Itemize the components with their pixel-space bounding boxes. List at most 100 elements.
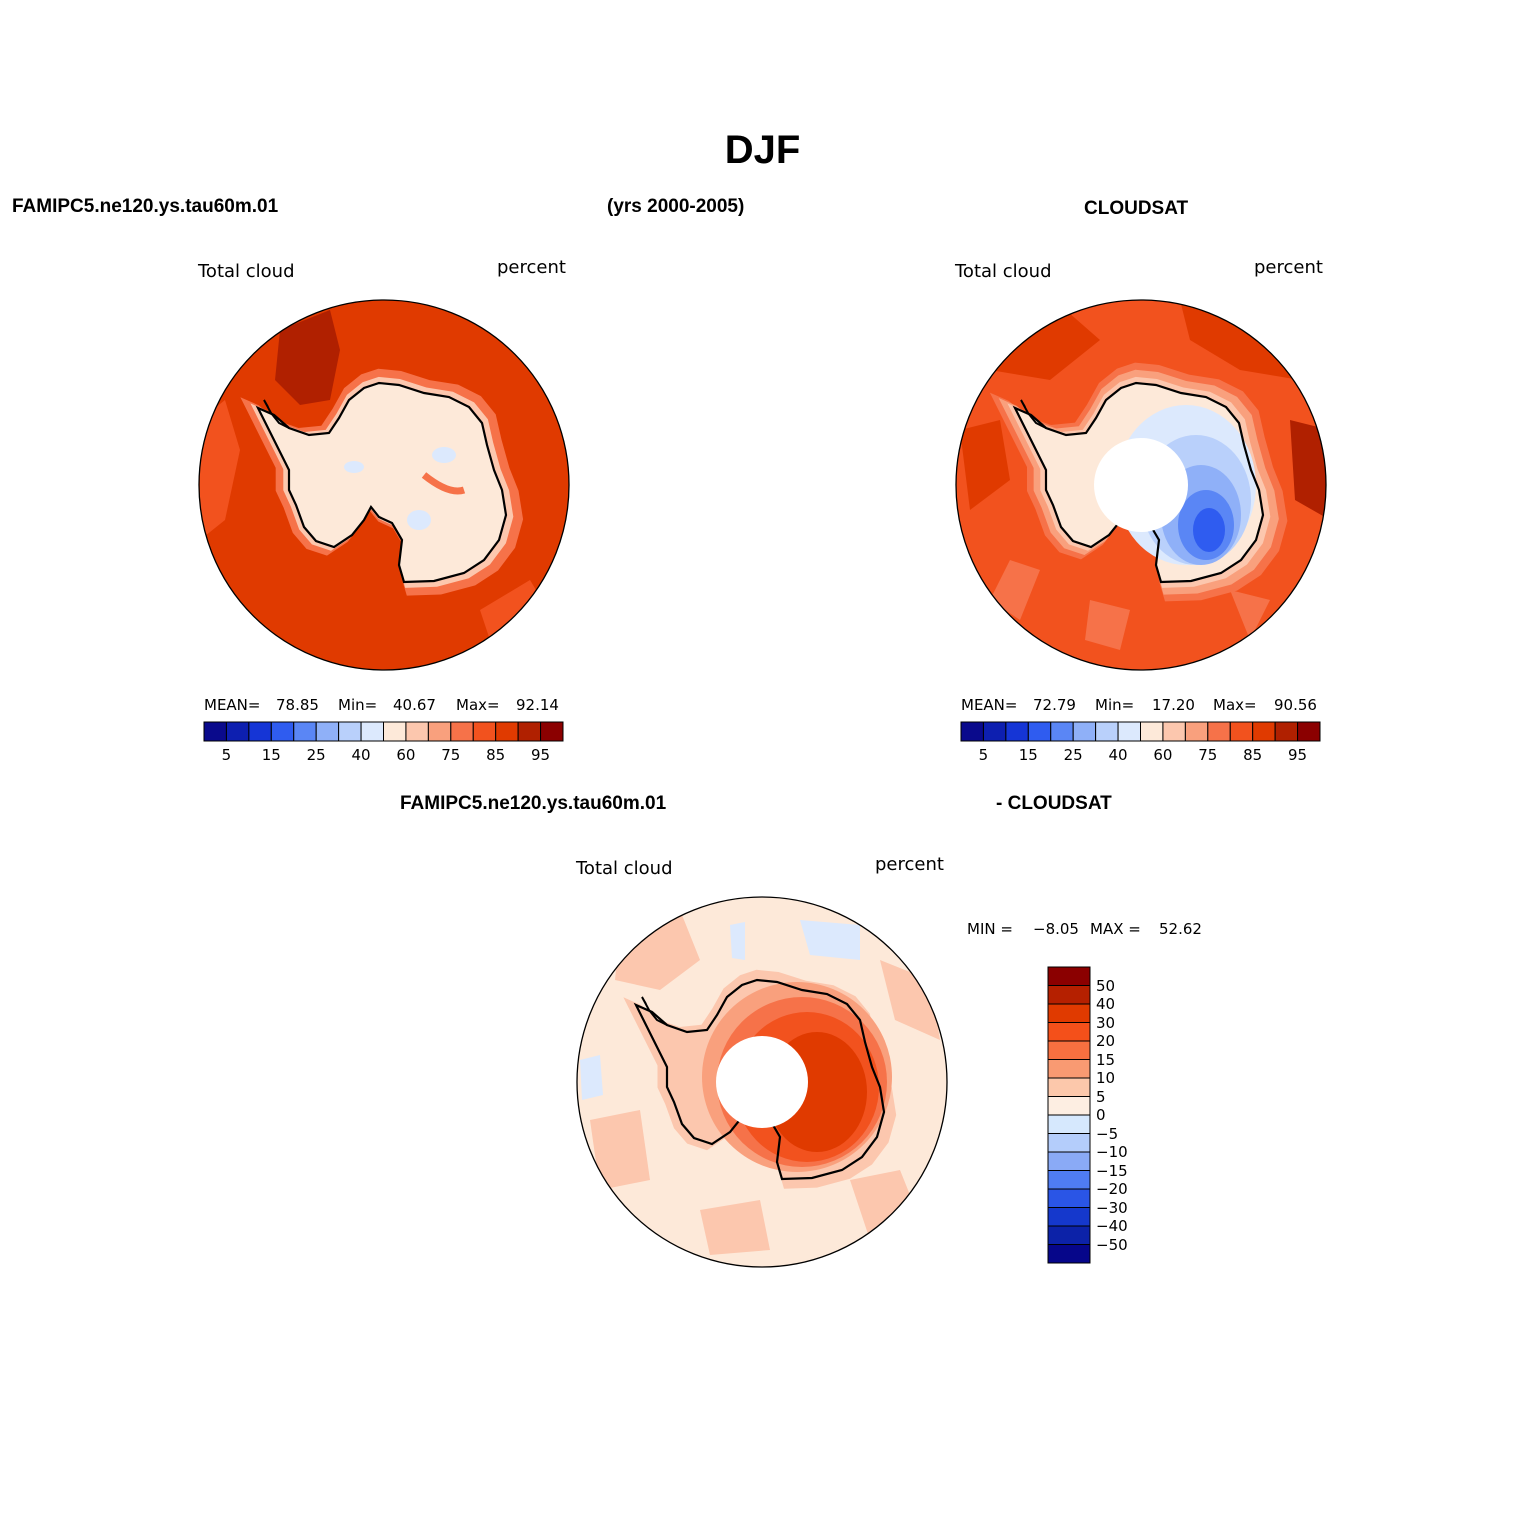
colorbar3-swatch <box>1047 1151 1091 1171</box>
panel1-max-label: Max= <box>456 696 500 714</box>
panel2-mean-label: MEAN= <box>961 696 1018 714</box>
colorbar2-swatch <box>1207 721 1231 742</box>
map-panel-model <box>198 299 570 671</box>
colorbar3-swatch <box>1047 985 1091 1005</box>
colorbar2-swatch <box>1117 721 1141 742</box>
colorbar1-tick-label: 75 <box>441 746 461 764</box>
colorbar2-tick-label: 25 <box>1063 746 1083 764</box>
colorbar2-tick-label: 5 <box>978 746 989 764</box>
colorbar3-tick-label: 5 <box>1096 1087 1106 1106</box>
colorbar3-tick-label: −5 <box>1096 1124 1119 1143</box>
model-name-label: FAMIPC5.ne120.ys.tau60m.01 <box>12 196 279 217</box>
colorbar1-swatch <box>405 721 429 742</box>
colorbar1-swatch <box>338 721 362 742</box>
colorbar3-swatch <box>1047 1059 1091 1079</box>
colorbar2-swatch <box>1072 721 1097 742</box>
colorbar2-tick-label: 60 <box>1153 746 1173 764</box>
years-label: (yrs 2000-2005) <box>607 196 745 217</box>
colorbar3-tick-label: −40 <box>1096 1217 1128 1235</box>
panel1-min-value: 40.67 <box>393 696 436 714</box>
colorbar3-swatch <box>1047 1022 1091 1042</box>
colorbar3-tick-label: 15 <box>1096 1050 1116 1069</box>
colorbar2-swatch <box>1050 721 1074 742</box>
colorbar2-swatch <box>1162 721 1186 742</box>
colorbar1-swatch <box>517 721 542 742</box>
colorbar1-tick-label: 15 <box>261 746 281 764</box>
panel2-min-value: 17.20 <box>1152 696 1195 714</box>
panel2-units: percent <box>1254 257 1323 278</box>
colorbar-difference <box>1047 966 1091 1264</box>
colorbar2-tick-label: 85 <box>1243 746 1263 764</box>
colorbar2-tick-label: 40 <box>1108 746 1128 764</box>
colorbar1-swatch <box>315 721 340 742</box>
colorbar1-tick-label: 60 <box>396 746 416 764</box>
colorbar1-tick-label: 95 <box>531 746 551 764</box>
panel2-max-label: Max= <box>1213 696 1257 714</box>
colorbar3-tick-label: 30 <box>1096 1013 1116 1032</box>
panel1-mean-value: 78.85 <box>276 696 319 714</box>
colorbar2-tick-label: 75 <box>1198 746 1218 764</box>
colorbar1-swatch <box>225 721 250 742</box>
panel2-min-label: Min= <box>1095 696 1135 714</box>
colorbar3-tick-label: −15 <box>1096 1161 1128 1180</box>
colorbar3-tick-label: 20 <box>1096 1032 1116 1050</box>
colorbar1-swatch <box>472 721 497 742</box>
colorbar3-tick-label: −50 <box>1096 1235 1128 1254</box>
panel3-variable: Total cloud <box>576 858 673 879</box>
colorbar3-swatch <box>1047 1207 1091 1227</box>
panel3-min-label: MIN = <box>967 920 1013 938</box>
colorbar-model <box>203 721 564 742</box>
colorbar1-tick-label: 85 <box>486 746 506 764</box>
colorbar3-swatch <box>1047 1077 1091 1097</box>
colorbar3-swatch <box>1047 1188 1091 1208</box>
panel2-variable: Total cloud <box>955 261 1052 282</box>
colorbar3-tick-label: −30 <box>1096 1198 1128 1217</box>
colorbar3-swatch <box>1047 1170 1091 1190</box>
panel3-units: percent <box>875 854 944 875</box>
colorbar1-tick-label: 25 <box>306 746 326 764</box>
colorbar1-swatch <box>293 721 317 742</box>
panel2-max-value: 90.56 <box>1274 696 1317 714</box>
colorbar2-swatch <box>1229 721 1254 742</box>
colorbar3-swatch <box>1047 1040 1091 1060</box>
colorbar3-swatch <box>1047 1225 1091 1245</box>
colorbar2-swatch <box>960 721 984 742</box>
colorbar3-tick-label: 50 <box>1096 976 1116 995</box>
diff-model-label: FAMIPC5.ne120.ys.tau60m.01 <box>400 793 667 814</box>
colorbar3-tick-label: −20 <box>1096 1180 1128 1198</box>
main-title: DJF <box>724 128 801 172</box>
colorbar1-tick-label: 5 <box>221 746 232 764</box>
colorbar2-swatch <box>1297 721 1321 742</box>
panel1-max-value: 92.14 <box>516 696 559 714</box>
colorbar2-swatch <box>1140 721 1164 742</box>
colorbar1-swatch <box>383 721 407 742</box>
colorbar2-tick-label: 95 <box>1288 746 1308 764</box>
colorbar3-swatch <box>1047 1114 1091 1134</box>
colorbar3-swatch <box>1047 1003 1091 1023</box>
colorbar1-swatch <box>270 721 295 742</box>
colorbar1-swatch <box>450 721 474 742</box>
colorbar3-tick-label: 10 <box>1096 1069 1116 1087</box>
obs-name-label: CLOUDSAT <box>1084 198 1189 219</box>
colorbar2-swatch <box>1027 721 1052 742</box>
colorbar2-swatch <box>1005 721 1029 742</box>
panel2-mean-value: 72.79 <box>1033 696 1076 714</box>
panel3-min-value: −8.05 <box>1033 920 1079 938</box>
panel1-units: percent <box>497 257 566 278</box>
colorbar1-tick-label: 40 <box>351 746 371 764</box>
colorbar2-swatch <box>1095 721 1119 742</box>
colorbar1-swatch <box>427 721 452 742</box>
colorbar2-swatch <box>982 721 1007 742</box>
colorbar-obs <box>960 721 1321 742</box>
colorbar2-swatch <box>1184 721 1209 742</box>
panel3-max-label: MAX = <box>1090 920 1141 938</box>
colorbar2-tick-label: 15 <box>1018 746 1038 764</box>
panel1-variable: Total cloud <box>198 261 295 282</box>
colorbar2-swatch <box>1252 721 1276 742</box>
colorbar3-swatch <box>1047 1096 1091 1116</box>
colorbar2-swatch <box>1274 721 1299 742</box>
panel3-max-value: 52.62 <box>1159 920 1202 938</box>
colorbar3-swatch <box>1047 1244 1091 1264</box>
colorbar3-tick-label: 40 <box>1096 995 1116 1013</box>
